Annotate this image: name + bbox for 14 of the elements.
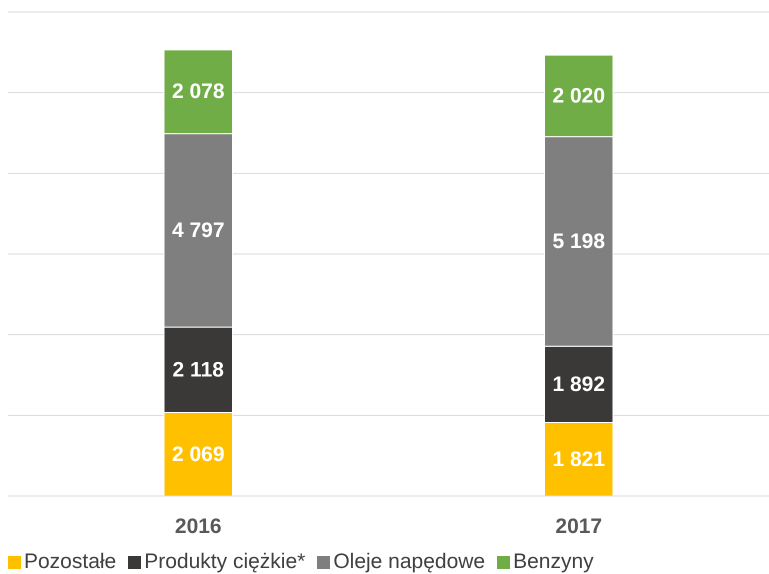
- data-label: 5 198: [552, 230, 606, 253]
- legend-label: Pozostałe: [23, 550, 116, 574]
- legend-label: Produkty ciężkie*: [143, 550, 306, 574]
- data-label: 2 118: [172, 358, 224, 382]
- data-label: 2 020: [552, 84, 606, 108]
- data-label: 4 797: [172, 218, 225, 242]
- data-label: 2 069: [172, 442, 225, 466]
- legend-label: Oleje napędowe: [332, 550, 486, 574]
- data-label: 1 821: [552, 448, 606, 471]
- legend-label: Benzyny: [512, 550, 594, 574]
- x-tick-label: 2016: [174, 514, 222, 538]
- x-tick-label: 2017: [555, 514, 602, 538]
- data-label: 1 892: [552, 372, 606, 396]
- data-label: 2 078: [172, 80, 225, 104]
